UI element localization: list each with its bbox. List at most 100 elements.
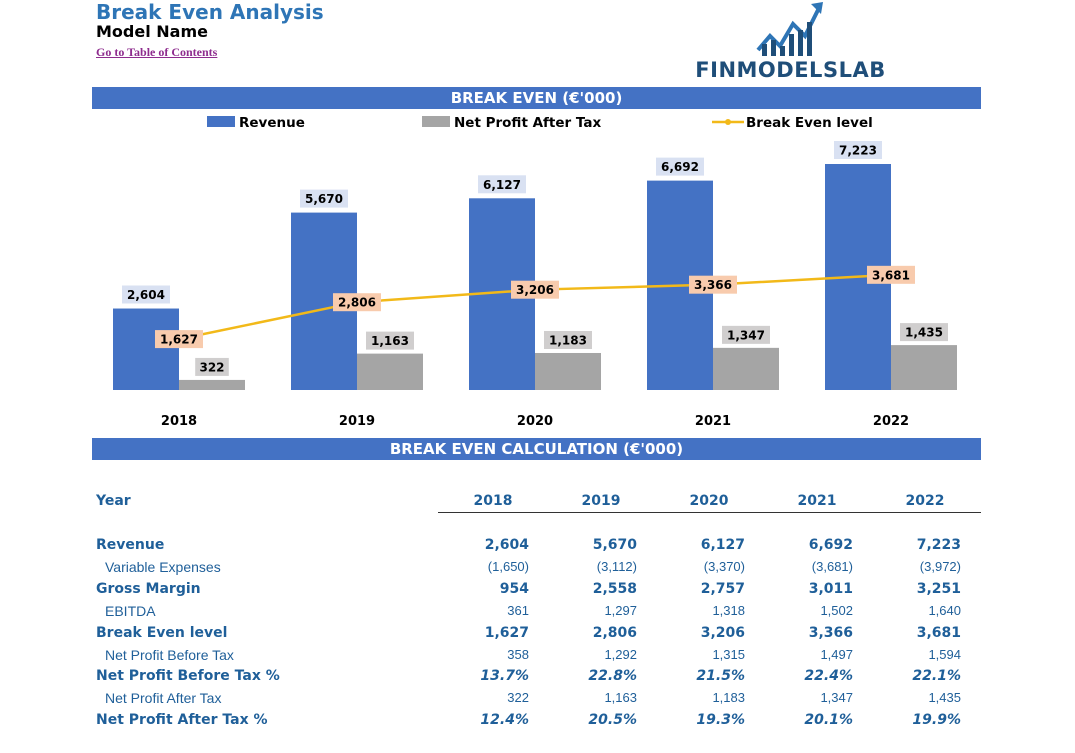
- row-label: Revenue: [96, 537, 165, 553]
- row-label: Net Profit After Tax: [105, 690, 222, 707]
- row-label: Break Even level: [96, 624, 228, 641]
- table-cell: 13.7%: [480, 668, 529, 685]
- model-name: Model Name: [96, 22, 208, 41]
- table-cell: 1,297: [604, 602, 637, 618]
- break-even-chart: Revenue Net Profit After Tax Break Even le…: [113, 115, 957, 429]
- table-row: Revenue 2,604 5,670 6,127 6,692 7,223: [92, 534, 981, 556]
- profit-data-label: 1,163: [371, 334, 409, 348]
- profit-data-label: 1,347: [727, 328, 765, 342]
- table-cell: 3,366: [808, 624, 853, 641]
- table-cell: (3,972): [919, 558, 961, 574]
- revenue-data-label: 6,127: [483, 178, 521, 192]
- revenue-data-label-bg: [834, 141, 882, 159]
- year-column-header: 2018: [473, 493, 513, 509]
- table-cell: (1,650): [487, 558, 529, 574]
- x-axis-tick-label: 2022: [873, 414, 909, 429]
- table-cell: 2,806: [592, 624, 637, 641]
- row-label: Net Profit After Tax %: [96, 712, 268, 729]
- profit-data-label-bg: [366, 331, 414, 350]
- profit-data-label-bg: [544, 330, 592, 349]
- legend-revenue-label: Revenue: [239, 115, 305, 131]
- break-even-data-label: 2,806: [338, 296, 376, 310]
- finmodelslab-logo: FINMODELSLAB: [683, 0, 898, 84]
- chart-section-title: BREAK EVEN (€'000): [92, 87, 981, 109]
- table-year-header: Year 2018 2019 2020 2021 2022: [92, 490, 981, 512]
- year-column-header: 2019: [581, 493, 621, 509]
- profit-data-label-bg: [195, 357, 229, 376]
- table-cell: 5,670: [592, 537, 637, 553]
- table-cell: 7,223: [916, 537, 961, 553]
- table-cell: 2,604: [484, 537, 529, 553]
- table-cell: 1,435: [928, 690, 961, 706]
- table-cell: 3,681: [916, 624, 961, 641]
- table-section-title: BREAK EVEN CALCULATION (€'000): [92, 438, 981, 460]
- table-cell: 2,558: [592, 580, 637, 597]
- toc-link[interactable]: Go to Table of Contents: [96, 45, 218, 59]
- table-cell: (3,370): [703, 558, 745, 574]
- table-cell: 954: [499, 580, 529, 597]
- break-even-data-label: 3,206: [516, 283, 554, 297]
- year-column-header: 2021: [797, 493, 837, 509]
- break-even-data-label: 1,627: [160, 333, 198, 347]
- table-cell: 6,692: [808, 537, 853, 553]
- profit-bar: [357, 353, 423, 390]
- revenue-data-label: 5,670: [305, 192, 343, 206]
- row-label: Variable Expenses: [105, 558, 221, 575]
- table-cell: 1,594: [928, 646, 961, 662]
- header-divider: [438, 512, 981, 513]
- table-cell: 1,627: [484, 624, 529, 641]
- table-cell: 21.5%: [696, 668, 745, 685]
- page-title: Break Even Analysis: [96, 0, 324, 24]
- year-label: Year: [96, 493, 131, 509]
- table-cell: 20.5%: [588, 712, 637, 729]
- table-row: Net Profit After Tax % 12.4% 20.5% 19.3% 20.…: [92, 709, 981, 731]
- table-cell: 1,183: [712, 690, 745, 706]
- table-cell: 3,251: [916, 580, 961, 597]
- break-even-data-label-bg: [333, 293, 381, 312]
- x-axis-tick-label: 2020: [517, 414, 553, 429]
- row-label: Net Profit Before Tax %: [96, 668, 280, 685]
- table-cell: 19.9%: [912, 712, 961, 729]
- table-row: Net Profit Before Tax 358 1,292 1,315 1,497 1…: [92, 644, 981, 666]
- table-cell: 22.8%: [588, 668, 637, 685]
- table-row: Net Profit After Tax 322 1,163 1,183 1,347 1,…: [92, 687, 981, 709]
- revenue-data-label: 2,604: [127, 288, 165, 302]
- profit-data-label: 1,183: [549, 333, 587, 347]
- break-even-data-label: 3,366: [694, 278, 732, 292]
- profit-bar: [713, 347, 779, 390]
- table-cell: 358: [507, 646, 529, 662]
- table-cell: 3,011: [808, 580, 853, 597]
- break-even-data-label-bg: [155, 330, 203, 349]
- profit-bar: [535, 352, 601, 390]
- x-axis-tick-label: 2018: [161, 414, 197, 429]
- row-label: EBITDA: [105, 602, 156, 619]
- table-cell: 1,318: [712, 602, 745, 618]
- revenue-data-label-bg: [122, 285, 170, 304]
- table-row: Break Even level 1,627 2,806 3,206 3,366 3,68…: [92, 622, 981, 644]
- table-cell: 22.1%: [912, 668, 961, 685]
- x-axis-tick-label: 2021: [695, 414, 731, 429]
- table-cell: (3,112): [596, 558, 637, 574]
- table-cell: 1,315: [712, 646, 745, 662]
- table-cell: 6,127: [700, 537, 745, 553]
- table-cell: 19.3%: [696, 712, 745, 729]
- table-cell: 3,206: [700, 624, 745, 641]
- table-cell: 322: [507, 690, 529, 706]
- table-cell: 22.4%: [804, 668, 853, 685]
- legend-profit-label: Net Profit After Tax: [454, 115, 601, 131]
- profit-data-label-bg: [900, 323, 948, 342]
- table-row: Gross Margin 954 2,558 2,757 3,011 3,251: [92, 578, 981, 600]
- profit-bar: [179, 379, 245, 390]
- table-cell: 361: [507, 602, 529, 618]
- break-even-data-label-bg: [511, 280, 559, 299]
- x-axis-tick-label: 2019: [339, 414, 375, 429]
- table-cell: (3,681): [811, 558, 853, 574]
- logo-text: FINMODELSLAB: [695, 58, 886, 82]
- table-cell: 2,757: [700, 580, 745, 597]
- row-label: Gross Margin: [96, 580, 201, 597]
- profit-data-label-bg: [722, 325, 770, 344]
- legend-break-even-marker: [725, 119, 731, 125]
- table-row: Net Profit Before Tax % 13.7% 22.8% 21.5% 22…: [92, 665, 981, 687]
- table-cell: 20.1%: [804, 712, 853, 729]
- row-label: Net Profit Before Tax: [105, 646, 234, 663]
